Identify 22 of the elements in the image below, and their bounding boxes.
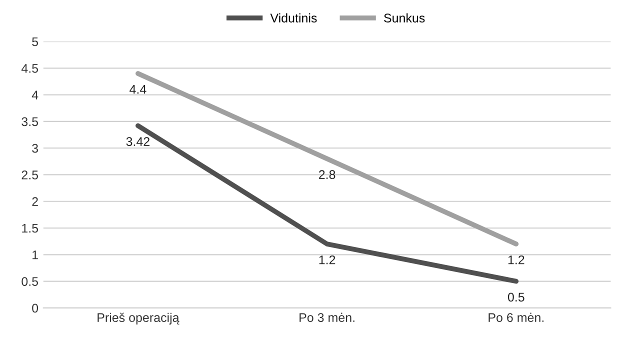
y-tick-label: 1	[32, 250, 38, 260]
legend-label: Vidutinis	[270, 13, 317, 22]
x-tick-label: Po 6 mėn.	[488, 312, 544, 322]
y-tick-label: 3	[32, 144, 38, 153]
data-label: 1.2	[319, 255, 336, 264]
y-tick-label: 0	[32, 304, 38, 313]
data-label: 2.8	[318, 170, 336, 180]
x-tick-label: Prieš operaciją	[98, 312, 180, 325]
y-tick-label: 2.5	[22, 170, 38, 180]
y-tick-label: 4.5	[21, 64, 38, 73]
x-tick-label: Po 3 mėn.	[300, 312, 354, 322]
data-label: 3.42	[126, 137, 150, 146]
legend-label: Sunkus	[384, 13, 425, 22]
y-tick-label: 0.5	[22, 277, 38, 286]
data-label: 0.5	[508, 292, 524, 302]
data-label: 1.2	[508, 255, 524, 264]
y-tick-label: 1.5	[22, 224, 38, 233]
data-label: 4.4	[130, 85, 146, 94]
y-tick-label: 3.5	[22, 117, 38, 126]
y-tick-label: 2	[32, 197, 38, 206]
y-tick-label: 5	[32, 37, 38, 46]
y-tick-label: 4	[32, 90, 38, 100]
